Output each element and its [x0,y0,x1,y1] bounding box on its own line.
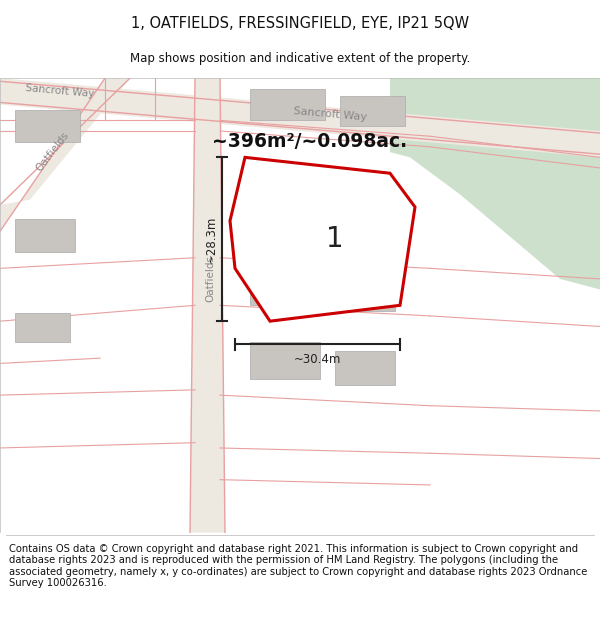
Text: Oatfields: Oatfields [34,131,70,174]
Text: ~396m²/~0.098ac.: ~396m²/~0.098ac. [212,132,407,151]
Bar [15,110,80,141]
Text: Map shows position and indicative extent of the property.: Map shows position and indicative extent… [130,52,470,65]
Text: Oatfields: Oatfields [205,256,215,302]
Bar [250,276,320,305]
Text: ~28.3m: ~28.3m [205,216,218,263]
Polygon shape [390,78,600,289]
Text: Sancroft Way: Sancroft Way [293,106,367,122]
Bar [335,351,395,384]
Bar [340,96,405,126]
Bar [335,284,395,311]
Bar [15,219,75,253]
Bar [250,89,325,121]
Polygon shape [190,78,225,532]
Text: Contains OS data © Crown copyright and database right 2021. This information is : Contains OS data © Crown copyright and d… [9,544,587,588]
Text: 1: 1 [326,225,344,253]
Polygon shape [0,78,600,158]
Polygon shape [230,158,415,321]
Bar [250,342,320,379]
Bar [15,312,70,342]
Text: 1, OATFIELDS, FRESSINGFIELD, EYE, IP21 5QW: 1, OATFIELDS, FRESSINGFIELD, EYE, IP21 5… [131,16,469,31]
Text: ~30.4m: ~30.4m [294,353,341,366]
Text: Sancroft Way: Sancroft Way [25,83,95,99]
Polygon shape [0,78,130,231]
